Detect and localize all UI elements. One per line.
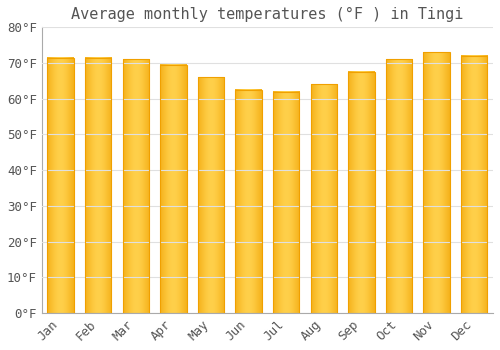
Bar xyxy=(236,90,262,313)
Bar xyxy=(122,60,149,313)
Bar xyxy=(348,72,374,313)
Title: Average monthly temperatures (°F ) in Tingi: Average monthly temperatures (°F ) in Ti… xyxy=(71,7,464,22)
Bar xyxy=(198,77,224,313)
Bar xyxy=(160,65,186,313)
Bar xyxy=(273,92,299,313)
Bar xyxy=(424,52,450,313)
Bar xyxy=(85,58,112,313)
Bar xyxy=(48,58,74,313)
Bar xyxy=(310,84,337,313)
Bar xyxy=(386,60,412,313)
Bar xyxy=(461,56,487,313)
